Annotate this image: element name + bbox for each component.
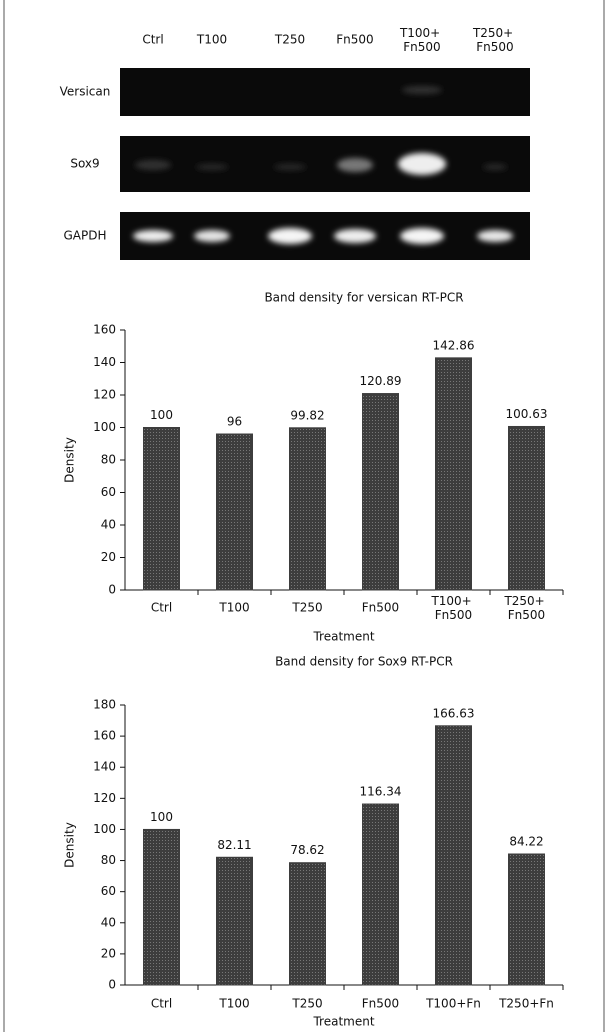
bar — [509, 854, 545, 985]
x-tick-label: T250+ Fn500 — [503, 594, 548, 622]
y-tick-label: 120 — [93, 388, 116, 402]
lane-label: T100 — [196, 33, 227, 47]
value-label: 142.86 — [433, 338, 475, 352]
y-tick-label: 60 — [101, 884, 116, 898]
bar — [363, 394, 399, 590]
bar — [144, 829, 180, 985]
value-label: 116.34 — [360, 785, 402, 799]
x-tick-label: Ctrl — [151, 601, 172, 615]
y-tick-label: 100 — [93, 822, 116, 836]
bar — [363, 804, 399, 985]
gel — [120, 68, 530, 260]
lane-label: T100+ Fn500 — [399, 26, 444, 54]
y-tick-label: 20 — [101, 946, 116, 960]
y-tick-label: 20 — [101, 550, 116, 564]
y-tick-label: 120 — [93, 791, 116, 805]
gel-strip — [120, 68, 530, 116]
value-label: 120.89 — [360, 374, 402, 388]
lane-label: T250+ Fn500 — [472, 26, 517, 54]
bar — [217, 857, 253, 985]
row-label: GAPDH — [63, 229, 106, 243]
gel-strip — [120, 212, 530, 260]
bar — [436, 358, 472, 590]
y-tick-label: 0 — [108, 583, 116, 597]
bar — [290, 863, 326, 985]
value-label: 78.62 — [290, 843, 324, 857]
y-tick-label: 60 — [101, 485, 116, 499]
x-tick-label: Fn500 — [362, 601, 399, 615]
x-axis-label: Treatment — [312, 1015, 374, 1029]
x-tick-label: T100+ Fn500 — [430, 594, 475, 622]
value-label: 166.63 — [433, 706, 475, 720]
y-axis-label: Density — [63, 822, 77, 868]
x-tick-label: T250 — [291, 601, 322, 615]
value-label: 96 — [227, 415, 242, 429]
figure: Ctrl T100 T250 Fn500 T100+ Fn500 T250+ Fn500 V… — [0, 0, 609, 1032]
bar — [217, 434, 253, 590]
lane-label: Fn500 — [336, 33, 373, 47]
value-label: 99.82 — [290, 408, 324, 422]
x-tick-label: Fn500 — [362, 997, 399, 1011]
chart-title: Band density for Sox9 RT-PCR — [275, 655, 453, 669]
bar — [436, 726, 472, 985]
value-label: 84.22 — [509, 834, 543, 848]
value-label: 82.11 — [217, 838, 251, 852]
y-tick-label: 160 — [93, 323, 116, 337]
bar — [144, 428, 180, 591]
y-tick-label: 80 — [101, 853, 116, 867]
bar — [290, 428, 326, 590]
y-axis-label: Density — [63, 437, 77, 483]
x-tick-label: Ctrl — [151, 997, 172, 1011]
y-tick-label: 160 — [93, 729, 116, 743]
x-tick-label: T250+Fn — [498, 997, 554, 1011]
lane-label: T250 — [274, 33, 305, 47]
y-tick-label: 40 — [101, 518, 116, 532]
x-axis-label: Treatment — [312, 630, 374, 644]
y-tick-label: 140 — [93, 760, 116, 774]
value-label: 100 — [150, 408, 173, 422]
x-tick-label: T100 — [218, 601, 249, 615]
y-tick-label: 180 — [93, 698, 116, 712]
y-tick-label: 0 — [108, 978, 116, 992]
chart-title: Band density for versican RT-PCR — [264, 291, 463, 305]
value-label: 100 — [150, 810, 173, 824]
bar — [509, 426, 545, 590]
value-label: 100.63 — [506, 407, 548, 421]
row-label: Versican — [60, 85, 111, 99]
row-label: Sox9 — [70, 157, 99, 171]
y-tick-label: 100 — [93, 420, 116, 434]
x-tick-label: T100+Fn — [425, 997, 481, 1011]
y-tick-label: 140 — [93, 355, 116, 369]
y-tick-label: 80 — [101, 453, 116, 467]
x-tick-label: T100 — [218, 997, 249, 1011]
gel-strip — [120, 136, 530, 192]
lane-label: Ctrl — [142, 33, 163, 47]
x-tick-label: T250 — [291, 997, 322, 1011]
y-tick-label: 40 — [101, 915, 116, 929]
